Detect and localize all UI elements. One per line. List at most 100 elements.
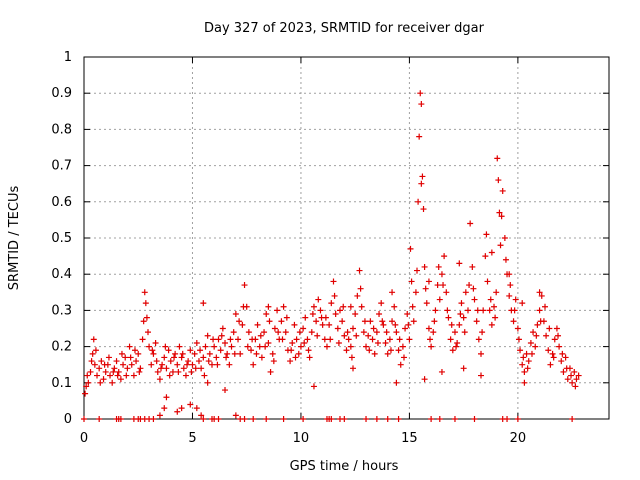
data-point: [414, 267, 421, 274]
data-point: [454, 339, 461, 346]
data-point: [206, 350, 213, 357]
data-point: [291, 321, 298, 328]
data-point: [407, 245, 414, 252]
y-tick-label: 0.4: [51, 267, 72, 282]
data-point: [208, 361, 215, 368]
data-point: [486, 307, 493, 314]
data-point: [261, 329, 268, 336]
x-tick-labels: 0 5 10 15 20: [80, 431, 526, 446]
data-point: [366, 347, 373, 354]
data-point: [149, 347, 156, 354]
data-point: [253, 350, 260, 357]
data-point: [114, 372, 121, 379]
data-point: [536, 307, 543, 314]
data-point: [167, 358, 174, 365]
data-point: [161, 405, 168, 412]
data-point: [201, 372, 208, 379]
data-point: [506, 292, 513, 299]
data-point: [94, 372, 101, 379]
data-point: [467, 220, 474, 227]
data-point: [438, 368, 445, 375]
data-point: [123, 372, 130, 379]
data-point: [241, 282, 248, 289]
data-point: [295, 350, 302, 357]
data-point: [498, 213, 505, 220]
data-point: [538, 292, 545, 299]
data-point: [84, 372, 91, 379]
data-point: [301, 339, 308, 346]
axis-ticks: [83, 56, 609, 420]
data-point: [202, 343, 209, 350]
data-point: [328, 416, 335, 422]
data-point: [350, 365, 357, 372]
data-point: [471, 296, 478, 303]
data-point: [323, 343, 330, 350]
data-point: [83, 383, 90, 390]
data-point: [369, 336, 376, 343]
data-point: [313, 318, 320, 325]
data-point: [179, 350, 186, 357]
data-point: [555, 332, 562, 339]
data-point: [171, 354, 178, 361]
y-tick-label: 0: [64, 412, 72, 427]
data-point: [326, 321, 333, 328]
data-point: [440, 282, 447, 289]
data-point: [172, 350, 179, 357]
data-point: [142, 300, 149, 307]
data-point: [137, 365, 144, 372]
data-point: [156, 412, 163, 419]
data-point: [96, 416, 103, 422]
data-point: [232, 412, 239, 419]
data-point: [405, 321, 412, 328]
data-point: [237, 350, 244, 357]
data-point: [332, 311, 339, 318]
data-point: [397, 361, 404, 368]
data-point: [341, 416, 348, 422]
data-point: [254, 321, 261, 328]
data-point: [460, 365, 467, 372]
data-point: [415, 198, 422, 205]
data-point: [389, 318, 396, 325]
data-point: [296, 329, 303, 336]
data-point: [542, 303, 549, 310]
data-point: [386, 336, 393, 343]
data-point: [328, 300, 335, 307]
data-point: [473, 318, 480, 325]
data-point: [340, 303, 347, 310]
data-point: [240, 303, 247, 310]
data-point: [140, 318, 147, 325]
data-point: [82, 390, 89, 397]
data-point: [367, 318, 374, 325]
data-point: [193, 339, 200, 346]
data-point: [438, 271, 445, 278]
data-point: [223, 354, 230, 361]
data-point: [91, 361, 98, 368]
data-point: [393, 379, 400, 386]
data-point: [448, 321, 455, 328]
data-point: [198, 412, 205, 419]
data-point: [537, 318, 544, 325]
data-point: [488, 321, 495, 328]
data-point: [421, 376, 428, 383]
data-points: [81, 90, 582, 422]
data-point: [462, 289, 469, 296]
data-point: [482, 253, 489, 260]
data-point: [310, 383, 317, 390]
data-point: [507, 282, 514, 289]
y-tick-label: 0.1: [51, 376, 72, 391]
data-point: [315, 296, 322, 303]
data-point: [204, 379, 211, 386]
data-point: [258, 354, 265, 361]
data-point: [479, 329, 486, 336]
data-point: [200, 354, 207, 361]
data-point: [336, 307, 343, 314]
data-point: [126, 343, 133, 350]
data-point: [572, 383, 579, 390]
data-point: [427, 336, 434, 343]
data-point: [484, 278, 491, 285]
data-point: [111, 365, 118, 372]
data-point: [389, 289, 396, 296]
data-point: [213, 354, 220, 361]
data-point: [335, 339, 342, 346]
data-point: [266, 318, 273, 325]
